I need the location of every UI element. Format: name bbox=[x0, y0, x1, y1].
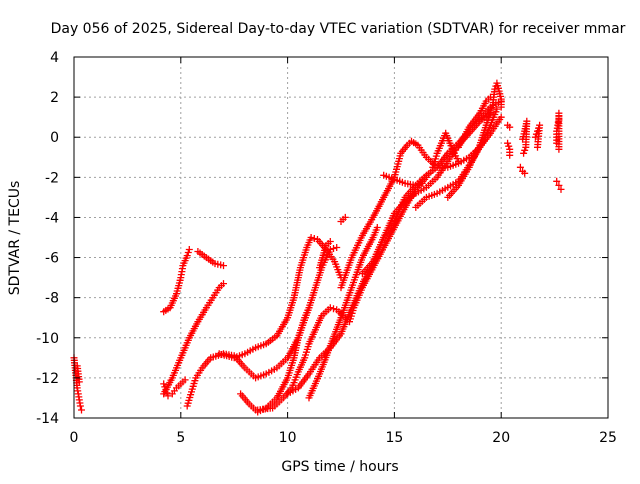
data-series bbox=[504, 122, 513, 131]
series-markers bbox=[532, 122, 543, 151]
series-markers bbox=[184, 238, 334, 410]
data-series bbox=[338, 214, 349, 225]
series-markers bbox=[338, 214, 349, 225]
data-series bbox=[194, 248, 227, 269]
series-markers bbox=[504, 122, 513, 131]
plot-frame bbox=[74, 57, 608, 418]
series-markers bbox=[306, 224, 381, 401]
y-tick-label: -10 bbox=[36, 331, 59, 347]
x-tick-label: 25 bbox=[599, 430, 617, 446]
data-series bbox=[532, 122, 543, 151]
y-tick-label: 4 bbox=[50, 50, 59, 66]
x-tick-label: 20 bbox=[492, 430, 510, 446]
x-tick-label: 15 bbox=[385, 430, 403, 446]
y-tick-label: -14 bbox=[36, 411, 59, 427]
series-markers bbox=[553, 110, 562, 153]
y-tick-label: -12 bbox=[36, 371, 59, 387]
y-tick-label: -4 bbox=[45, 210, 59, 226]
x-tick-label: 0 bbox=[70, 430, 79, 446]
y-tick-label: 2 bbox=[50, 90, 59, 106]
grid bbox=[74, 57, 608, 418]
y-tick-label: -6 bbox=[45, 251, 59, 267]
series-markers bbox=[160, 246, 193, 315]
y-tick-label: -2 bbox=[45, 170, 59, 186]
x-tick-label: 5 bbox=[176, 430, 185, 446]
data-series bbox=[359, 110, 494, 277]
y-tick-label: 0 bbox=[50, 130, 59, 146]
chart-title: Day 056 of 2025, Sidereal Day-to-day VTE… bbox=[51, 21, 626, 37]
series-markers bbox=[359, 110, 494, 277]
data-points bbox=[71, 80, 565, 416]
y-tick-label: -8 bbox=[45, 291, 59, 307]
data-series bbox=[553, 178, 564, 193]
y-axis-label: SDTVAR / TECUs bbox=[7, 181, 23, 296]
data-series bbox=[517, 164, 528, 177]
series-markers bbox=[519, 118, 530, 157]
series-markers bbox=[194, 248, 227, 269]
x-axis-label: GPS time / hours bbox=[281, 459, 398, 475]
series-markers bbox=[71, 354, 86, 413]
data-series bbox=[519, 118, 530, 157]
data-series bbox=[306, 224, 381, 401]
data-series bbox=[184, 238, 334, 410]
series-markers bbox=[504, 140, 513, 159]
data-series bbox=[504, 140, 513, 159]
x-tick-label: 10 bbox=[279, 430, 297, 446]
series-markers bbox=[517, 164, 528, 177]
data-series bbox=[553, 110, 562, 153]
data-series bbox=[160, 246, 193, 315]
data-series bbox=[71, 354, 86, 413]
